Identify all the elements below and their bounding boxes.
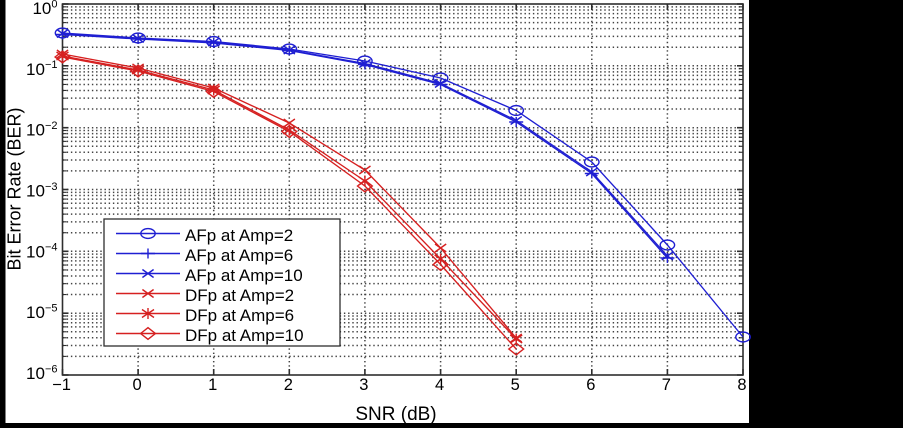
svg-text:DFp at Amp=6: DFp at Amp=6 — [185, 306, 294, 325]
svg-text:8: 8 — [737, 376, 746, 394]
svg-text:5: 5 — [511, 376, 520, 394]
svg-text:AFp at Amp=2: AFp at Amp=2 — [185, 226, 293, 245]
svg-text:DFp at Amp=2: DFp at Amp=2 — [185, 286, 294, 305]
svg-text:1: 1 — [208, 376, 217, 394]
svg-text:DFp at Amp=10: DFp at Amp=10 — [185, 326, 304, 345]
svg-text:SNR (dB): SNR (dB) — [355, 404, 436, 423]
svg-text:3: 3 — [359, 376, 368, 394]
svg-text:2: 2 — [284, 376, 293, 394]
svg-text:6: 6 — [586, 376, 595, 394]
svg-text:AFp at Amp=6: AFp at Amp=6 — [185, 246, 293, 265]
svg-text:AFp at Amp=10: AFp at Amp=10 — [185, 266, 303, 285]
svg-text:4: 4 — [435, 376, 444, 394]
svg-text:Bit Error Rate (BER): Bit Error Rate (BER) — [5, 107, 25, 270]
svg-text:−1: −1 — [52, 376, 71, 394]
svg-text:100: 100 — [32, 0, 57, 18]
svg-text:0: 0 — [133, 376, 142, 394]
svg-text:7: 7 — [662, 376, 671, 394]
